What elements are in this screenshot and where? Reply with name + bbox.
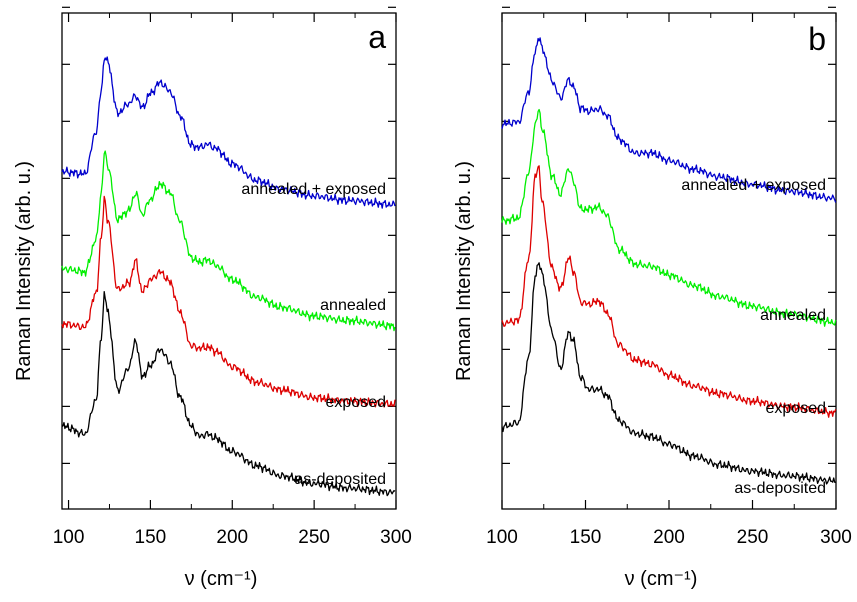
panel-label: b bbox=[808, 21, 826, 57]
series-label: exposed bbox=[326, 394, 387, 411]
chart-panel-b: 100 150 200 250 300 annealed + exposed anneale… bbox=[453, 6, 852, 590]
series-label: annealed + exposed bbox=[241, 181, 386, 198]
series-line-as-deposited bbox=[61, 290, 396, 497]
series-label: annealed bbox=[760, 307, 826, 324]
x-tick-label: 300 bbox=[820, 527, 852, 548]
series-label: annealed bbox=[320, 297, 386, 314]
series-label: as-deposited bbox=[294, 471, 386, 488]
x-tick-label: 150 bbox=[135, 527, 167, 548]
series-line-as-deposited bbox=[501, 262, 836, 485]
x-tick-label: 200 bbox=[216, 527, 248, 548]
y-axis-title: Raman Intensity (arb. u.) bbox=[453, 161, 475, 381]
x-tick-label: 150 bbox=[570, 527, 602, 548]
x-tick-label: 100 bbox=[53, 527, 85, 548]
x-tick-label: 100 bbox=[486, 527, 518, 548]
series-line-annealed bbox=[501, 108, 837, 327]
plot-frame bbox=[501, 12, 837, 510]
series-line-annealed bbox=[61, 150, 396, 332]
series-label: exposed bbox=[766, 400, 827, 417]
x-tick-label: 200 bbox=[653, 527, 685, 548]
chart-panel-a: 100 150 200 250 300 annealed + exposed anneale… bbox=[13, 6, 412, 590]
x-tick-label: 300 bbox=[380, 527, 412, 548]
x-tick-label: 250 bbox=[298, 527, 330, 548]
series-label: annealed + exposed bbox=[681, 177, 826, 194]
plot-frame bbox=[61, 12, 397, 510]
x-axis-title: ν (cm⁻¹) bbox=[185, 568, 258, 590]
y-axis-title: Raman Intensity (arb. u.) bbox=[13, 161, 35, 381]
series-line-annealed-exposed bbox=[61, 56, 396, 209]
x-axis-title: ν (cm⁻¹) bbox=[625, 568, 698, 590]
series-line-exposed bbox=[61, 195, 396, 408]
series-label: as-deposited bbox=[734, 480, 826, 497]
series-line-exposed bbox=[501, 165, 837, 418]
x-tick-label: 250 bbox=[737, 527, 769, 548]
panel-label: a bbox=[368, 19, 386, 55]
series-line-annealed-exposed bbox=[501, 37, 837, 203]
